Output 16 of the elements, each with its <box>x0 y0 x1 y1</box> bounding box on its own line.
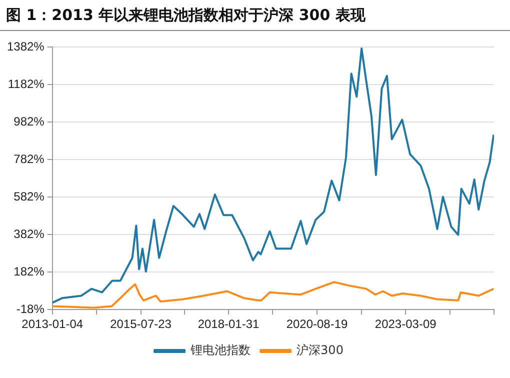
y-tick-label: 382% <box>14 226 45 241</box>
y-tick-label: 1182% <box>8 77 45 91</box>
y-tick-label: 182% <box>14 264 45 278</box>
legend-label: 沪深300 <box>296 343 344 358</box>
x-tick-label: 2023-03-09 <box>374 317 437 332</box>
x-tick-label: 2015-07-23 <box>110 317 172 332</box>
y-tick-label: 582% <box>14 189 45 204</box>
y-tick-label: 1382% <box>6 40 45 54</box>
chart-title: 图 1：2013 年以来锂电池指数相对于沪深 300 表现 <box>0 0 510 31</box>
y-tick-label: 782% <box>14 152 45 166</box>
x-tick-label: 2013-01-04 <box>22 317 84 332</box>
y-tick-label: 982% <box>14 114 45 128</box>
x-tick-label: 2018-01-31 <box>198 317 260 332</box>
y-tick-label: -18% <box>16 302 45 316</box>
x-tick-label: 2020-08-19 <box>286 317 348 332</box>
legend-label: 锂电池指数 <box>190 343 251 358</box>
